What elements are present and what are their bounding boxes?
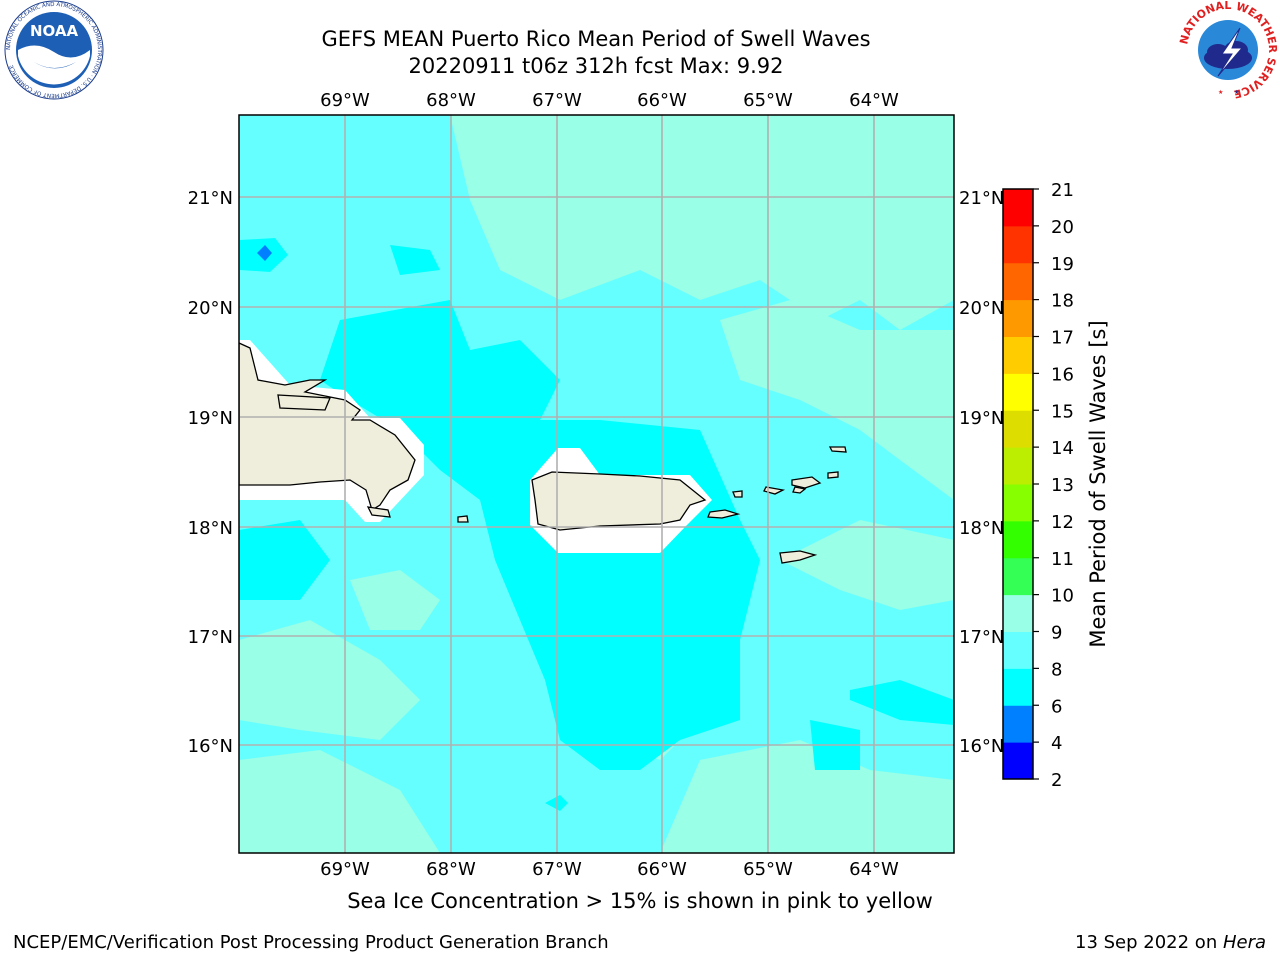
colorbar-cell xyxy=(1003,336,1033,374)
lat-label-right: 21°N xyxy=(959,188,1004,209)
map-frame xyxy=(238,114,955,854)
lon-label-top: 67°W xyxy=(532,90,582,111)
lat-label-right: 20°N xyxy=(959,298,1004,319)
colorbar-tick-label: 9 xyxy=(1051,623,1062,644)
lat-label-left: 21°N xyxy=(188,188,233,209)
map-subtitle: 20220911 t06z 312h fcst Max: 9.92 xyxy=(408,54,784,78)
colorbar-cell xyxy=(1003,262,1033,301)
colorbar-tick-label: 19 xyxy=(1051,254,1074,275)
colorbar-cell xyxy=(1003,668,1033,706)
colorbar-tick-label: 14 xyxy=(1051,438,1074,459)
colorbar-tick-label: 15 xyxy=(1051,401,1074,422)
colorbar-tick-label: 2 xyxy=(1051,770,1062,791)
lat-label-left: 20°N xyxy=(188,298,233,319)
colorbar: 2 4 6 8 9 10 11 12 13 14 15 16 17 18 19 20 21 Mean Perio… xyxy=(1002,180,1110,791)
colorbar-cell xyxy=(1003,373,1033,411)
colorbar-cell xyxy=(1003,189,1033,227)
lon-label-bottom: 69°W xyxy=(320,859,370,880)
noaa-logo-text: NOAA xyxy=(30,22,79,40)
colorbar-cell xyxy=(1003,631,1033,669)
colorbar-cell xyxy=(1003,484,1033,522)
map-title: GEFS MEAN Puerto Rico Mean Period of Swe… xyxy=(321,27,871,51)
lon-label-top: 69°W xyxy=(320,90,370,111)
lat-label-left: 16°N xyxy=(188,736,233,757)
colorbar-tick-label: 20 xyxy=(1051,217,1074,238)
colorbar-tick-label: 11 xyxy=(1051,549,1074,570)
colorbar-tick-label: 6 xyxy=(1051,696,1062,717)
footer-host: Hera xyxy=(1222,932,1266,953)
lat-label-right: 19°N xyxy=(959,408,1004,429)
axis-labels: 69°W 68°W 67°W 66°W 65°W 64°W 69°W 68°W 67°W 66°… xyxy=(188,90,1005,880)
lon-label-top: 66°W xyxy=(637,90,687,111)
colorbar-tick-label: 17 xyxy=(1051,328,1074,349)
colorbar-tick-label: 21 xyxy=(1051,180,1074,201)
colorbar-tick-label: 8 xyxy=(1051,659,1062,680)
lat-label-left: 19°N xyxy=(188,408,233,429)
nws-logo: NATIONAL WEATHER SERVICE ★ ★ xyxy=(1178,0,1278,100)
lon-label-bottom: 67°W xyxy=(532,859,582,880)
colorbar-cell xyxy=(1003,705,1033,743)
lon-label-bottom: 64°W xyxy=(849,859,899,880)
lat-label-right: 18°N xyxy=(959,518,1004,539)
lon-label-bottom: 65°W xyxy=(743,859,793,880)
colorbar-tick-label: 12 xyxy=(1051,512,1074,533)
lat-label-left: 17°N xyxy=(188,627,233,648)
lon-label-top: 68°W xyxy=(426,90,476,111)
lon-label-bottom: 66°W xyxy=(637,859,687,880)
graticule xyxy=(239,115,954,853)
footer-branch: NCEP/EMC/Verification Post Processing Pr… xyxy=(13,932,609,953)
lat-label-left: 18°N xyxy=(188,518,233,539)
lat-label-right: 16°N xyxy=(959,736,1004,757)
footer-date: 13 Sep 2022 on Hera xyxy=(1075,932,1266,953)
colorbar-label: Mean Period of Swell Waves [s] xyxy=(1086,320,1110,647)
colorbar-cell xyxy=(1003,447,1033,485)
lat-label-right: 17°N xyxy=(959,627,1004,648)
lon-label-bottom: 68°W xyxy=(426,859,476,880)
footer-date-text: 13 Sep 2022 on xyxy=(1075,932,1223,953)
svg-text:★: ★ xyxy=(1234,89,1239,96)
colorbar-cell xyxy=(1003,594,1033,632)
colorbar-cell xyxy=(1003,410,1033,448)
lon-label-top: 65°W xyxy=(743,90,793,111)
colorbar-cell xyxy=(1003,557,1033,596)
low-period-cell xyxy=(257,245,272,261)
colorbar-tick-label: 16 xyxy=(1051,364,1074,385)
colorbar-tick-label: 18 xyxy=(1051,291,1074,312)
noaa-logo: NATIONAL OCEANIC AND ATMOSPHERIC ADMINIS… xyxy=(4,0,104,100)
colorbar-cell xyxy=(1003,520,1033,559)
sea-ice-note: Sea Ice Concentration > 15% is shown in … xyxy=(347,889,933,913)
svg-text:★: ★ xyxy=(1218,89,1223,96)
colorbar-cell xyxy=(1003,299,1033,337)
colorbar-cell xyxy=(1003,225,1033,264)
lon-label-top: 64°W xyxy=(849,90,899,111)
colorbar-tick-label: 13 xyxy=(1051,475,1074,496)
colorbar-tick-label: 10 xyxy=(1051,586,1074,607)
colorbar-cell xyxy=(1003,742,1033,780)
map-field xyxy=(239,115,954,853)
colorbar-tick-label: 4 xyxy=(1051,733,1062,754)
